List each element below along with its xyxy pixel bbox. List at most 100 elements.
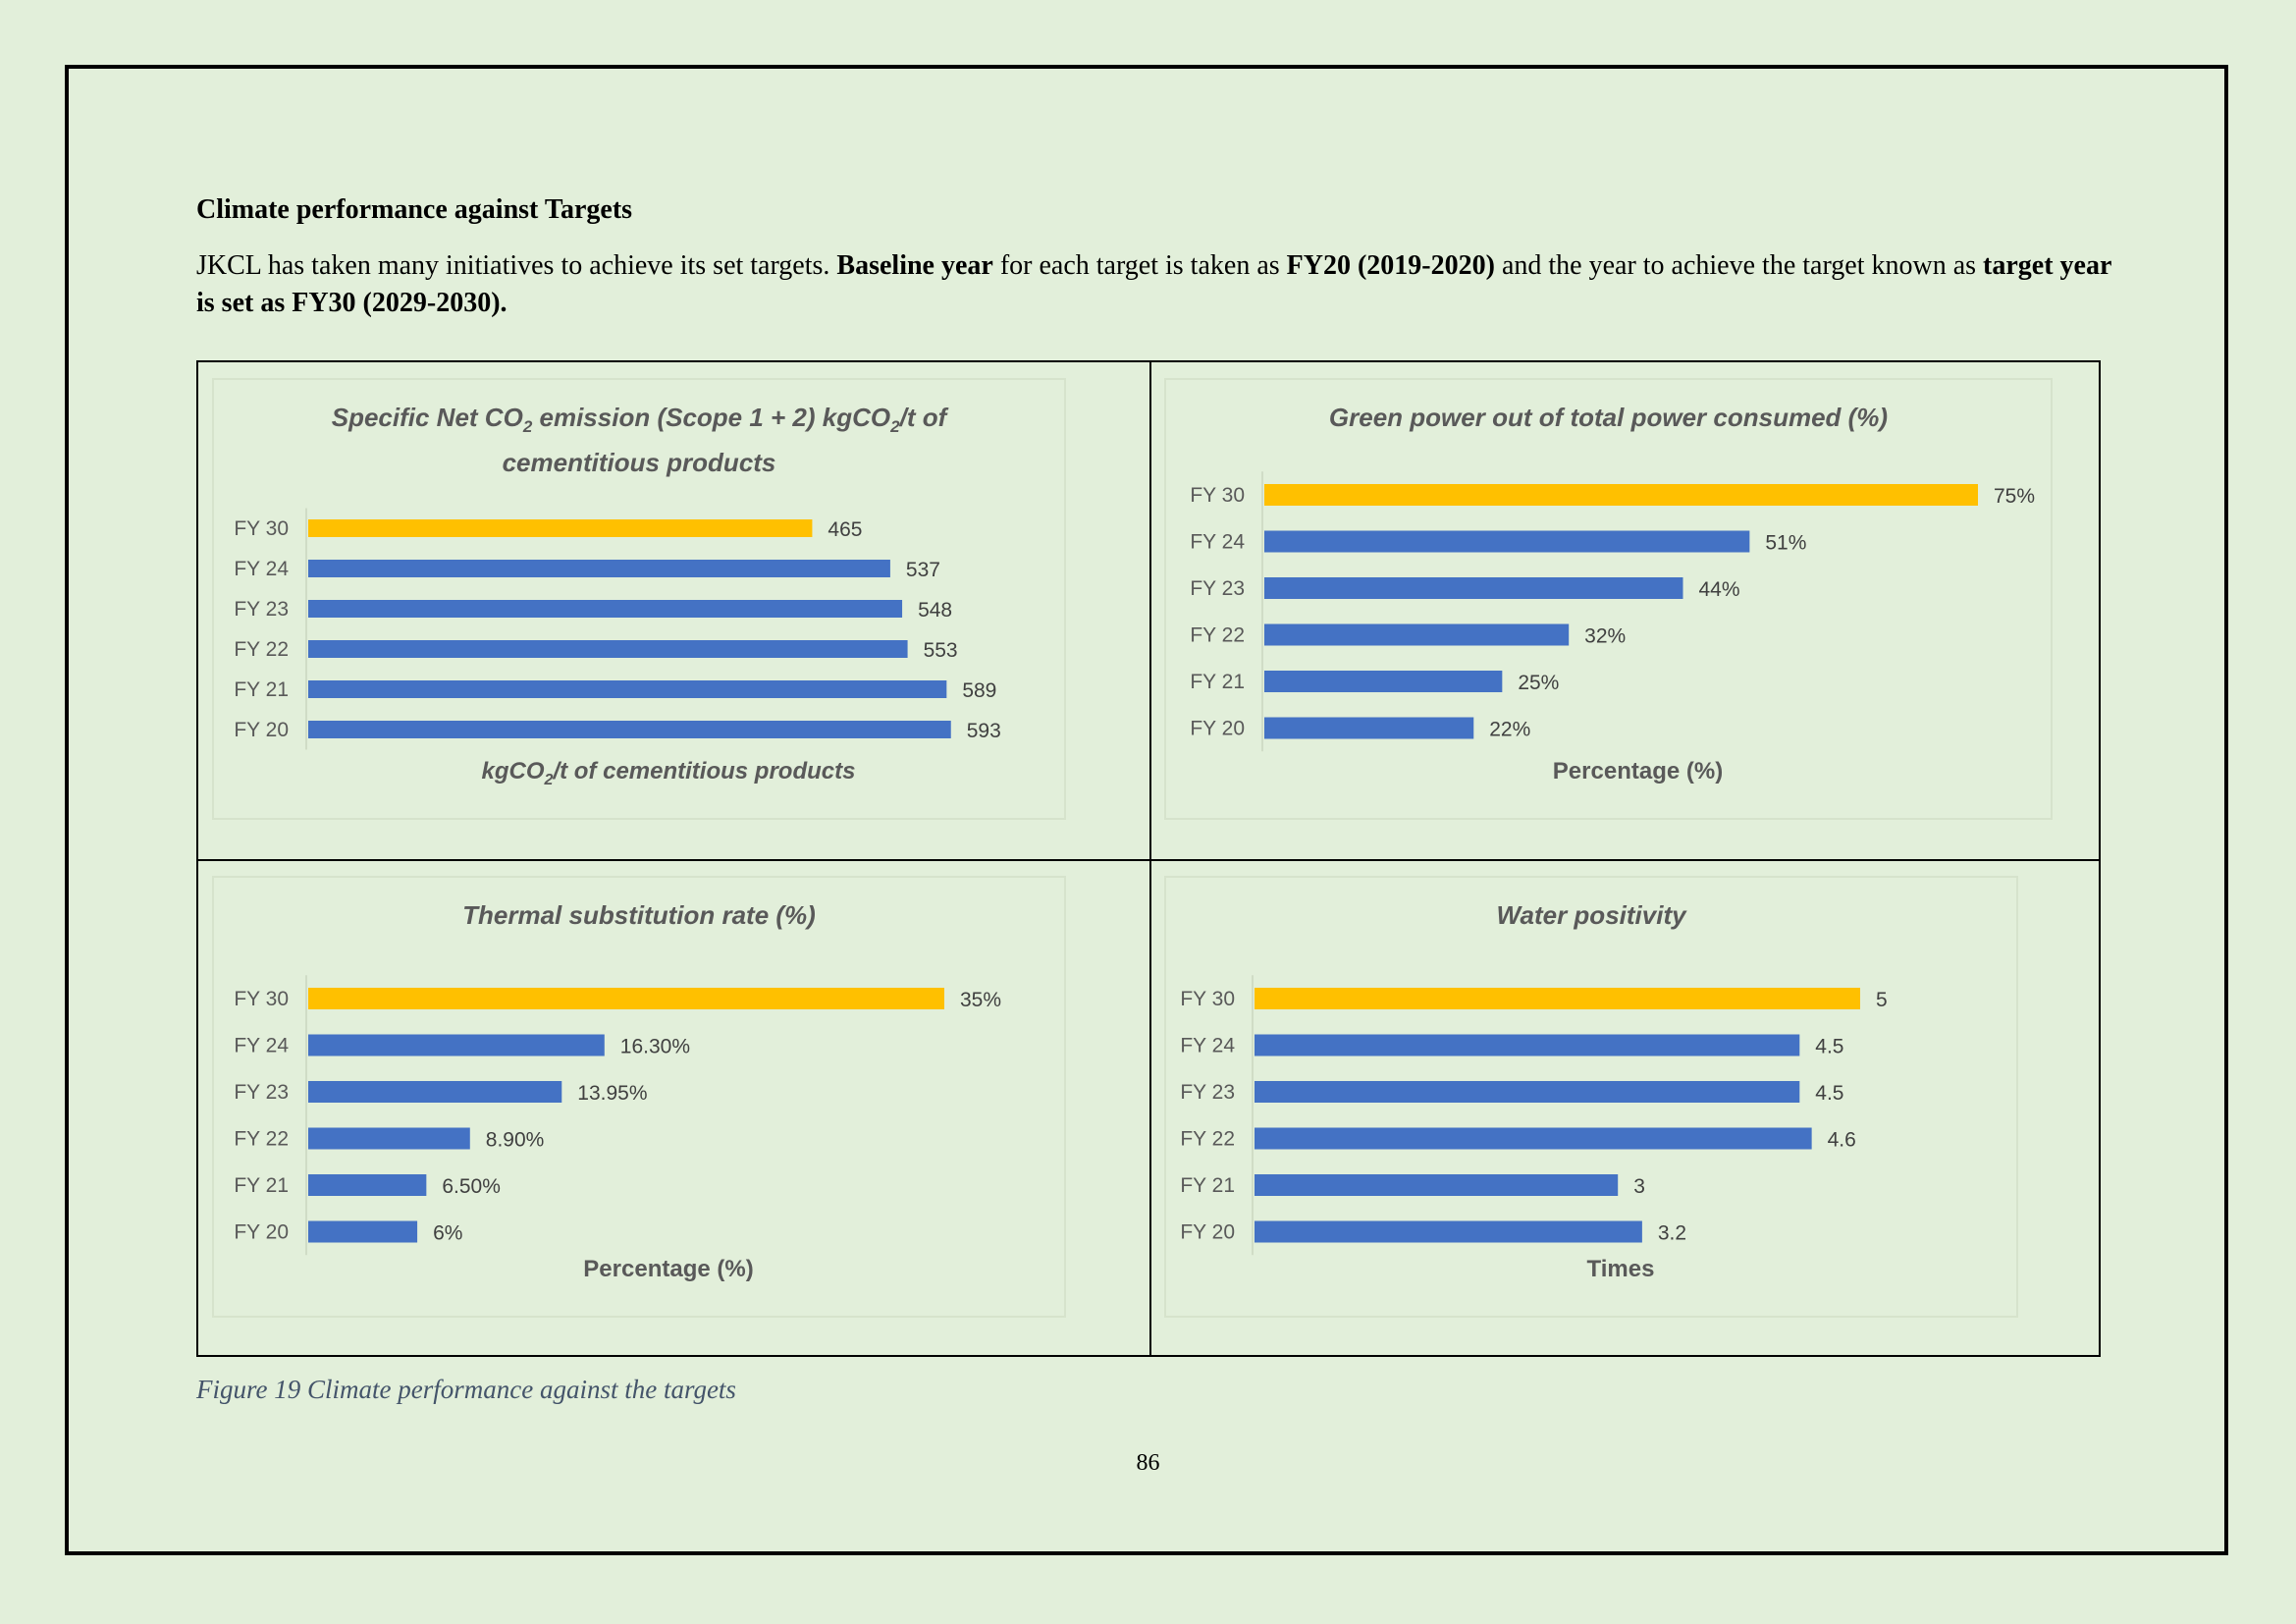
data-label: 6% <box>433 1222 462 1245</box>
chart-title: Water positivity <box>1496 900 1686 930</box>
y-tick-label: FY 20 <box>234 1221 289 1244</box>
chart-plot-area: FY 30 5 FY 24 4.5 FY 23 4.5 FY 22 4.6 FY 21 3 FY 2… <box>1180 975 1888 1256</box>
chart-water-positivity: Water positivity FY 30 5 FY 24 4.5 FY 23 4.5 F… <box>1164 876 2018 1318</box>
grid-divider-horizontal <box>198 859 2099 861</box>
y-tick-label: FY 30 <box>1180 988 1235 1010</box>
data-label: 35% <box>960 989 1001 1011</box>
chart-title-part: /t of <box>899 403 947 432</box>
chart-x-axis-label: Percentage (%) <box>583 1256 754 1282</box>
intro-paragraph: JKCL has taken many initiatives to achie… <box>196 247 2120 322</box>
bar-target <box>1255 988 1860 1009</box>
grid-divider-vertical <box>1149 362 1151 1355</box>
y-tick-label: FY 22 <box>234 638 289 661</box>
chart-plot-area: FY 30 75% FY 24 51% FY 23 44% FY 22 32% FY 21 25%… <box>1190 471 2035 752</box>
x-label-subscript: 2 <box>544 771 554 788</box>
data-label: 16.30% <box>620 1036 690 1058</box>
data-label: 589 <box>962 679 996 702</box>
chart-green-power: Green power out of total power consumed … <box>1164 378 2053 820</box>
y-tick-label: FY 24 <box>1180 1035 1235 1057</box>
chart-x-axis-label: Times <box>1586 1256 1655 1282</box>
data-label: 51% <box>1765 532 1806 555</box>
bar-target <box>308 988 944 1009</box>
data-label: 25% <box>1518 672 1559 694</box>
bar-actual <box>308 560 890 577</box>
y-tick-label: FY 20 <box>234 719 289 741</box>
y-tick-label: FY 30 <box>234 988 289 1010</box>
y-tick-label: FY 24 <box>234 1035 289 1057</box>
bar-actual <box>1255 1174 1619 1196</box>
y-tick-label: FY 24 <box>1190 531 1245 554</box>
bar-actual <box>308 680 947 698</box>
chart-co2-emission: Specific Net CO2 emission (Scope 1 + 2) … <box>212 378 1066 820</box>
intro-bold-baseline: Baseline year <box>836 250 993 281</box>
y-tick-label: FY 23 <box>1190 577 1245 600</box>
data-label: 44% <box>1699 578 1740 601</box>
bar-actual <box>308 1081 562 1103</box>
bar-actual <box>1264 717 1474 739</box>
bar-actual <box>1255 1081 1800 1103</box>
chart-title: Thermal substitution rate (%) <box>462 900 816 930</box>
y-tick-label: FY 23 <box>1180 1081 1235 1104</box>
data-label: 3 <box>1633 1175 1645 1198</box>
data-label: 32% <box>1584 625 1626 648</box>
bar-target <box>308 519 813 537</box>
data-label: 548 <box>918 599 952 622</box>
bar-actual <box>1255 1127 1812 1150</box>
bar-actual <box>308 1220 418 1243</box>
x-label-part: /t of cementitious products <box>553 758 856 785</box>
bar-actual <box>308 640 908 658</box>
data-label: 6.50% <box>442 1175 501 1198</box>
data-label: 8.90% <box>486 1129 545 1152</box>
bar-actual <box>1255 1220 1642 1243</box>
y-tick-label: FY 22 <box>1180 1128 1235 1151</box>
data-label: 13.95% <box>577 1082 647 1105</box>
y-tick-label: FY 21 <box>234 1174 289 1197</box>
data-label: 465 <box>828 518 862 541</box>
chart-title: Specific Net CO2 emission (Scope 1 + 2) … <box>214 400 1064 481</box>
chart-x-axis-label: Percentage (%) <box>1552 758 1724 785</box>
bar-actual <box>308 600 903 618</box>
data-label: 75% <box>1994 485 2035 508</box>
x-label-part: kgCO <box>481 758 545 785</box>
data-label: 553 <box>924 639 958 662</box>
bar-actual <box>1264 623 1570 646</box>
y-tick-label: FY 23 <box>234 1081 289 1104</box>
page-number: 86 <box>1136 1450 1160 1476</box>
chart-thermal-substitution: Thermal substitution rate (%) FY 30 35% FY… <box>212 876 1066 1318</box>
y-tick-label: FY 30 <box>234 517 289 540</box>
y-tick-label: FY 21 <box>1180 1174 1235 1197</box>
data-label: 5 <box>1876 989 1888 1011</box>
bar-target <box>1264 484 1978 506</box>
y-tick-label: FY 22 <box>234 1128 289 1151</box>
section-heading: Climate performance against Targets <box>196 194 633 225</box>
chart-plot-area: FY 30 35% FY 24 16.30% FY 23 13.95% FY 22 8.90%… <box>234 975 1001 1256</box>
y-tick-label: FY 21 <box>234 678 289 701</box>
data-label: 537 <box>906 559 940 581</box>
chart-title-part: cementitious products <box>502 448 776 478</box>
y-tick-label: FY 20 <box>1180 1221 1235 1244</box>
chart-title-subscript: 2 <box>522 417 533 437</box>
data-label: 4.5 <box>1815 1082 1843 1105</box>
bar-actual <box>1264 671 1503 692</box>
bar-actual <box>308 1174 427 1196</box>
intro-text-1: JKCL has taken many initiatives to achie… <box>196 250 837 281</box>
figure-caption: Figure 19 Climate performance against th… <box>196 1375 736 1404</box>
intro-text-3: and the year to achieve the target known… <box>1494 250 1984 281</box>
intro-bold-target-year: target year is set as FY30 (2029-2030). <box>196 250 2111 318</box>
y-tick-label: FY 22 <box>1190 624 1245 647</box>
y-tick-label: FY 23 <box>234 598 289 621</box>
chart-title-part: emission (Scope 1 + 2) kgCO <box>532 403 891 432</box>
intro-text-2: for each target is taken as <box>992 250 1287 281</box>
y-tick-label: FY 21 <box>1190 671 1245 693</box>
chart-plot-area: FY 30 465 FY 24 537 FY 23 548 FY 22 553 FY 21 589… <box>234 508 1001 750</box>
bar-actual <box>308 1034 605 1056</box>
data-label: 3.2 <box>1658 1222 1686 1245</box>
chart-grid-table: Specific Net CO2 emission (Scope 1 + 2) … <box>196 360 2101 1357</box>
y-tick-label: FY 20 <box>1190 718 1245 740</box>
bar-actual <box>308 721 951 738</box>
y-tick-label: FY 24 <box>234 558 289 580</box>
chart-title: Green power out of total power consumed … <box>1328 403 1889 432</box>
chart-x-axis-label: kgCO2/t of cementitious products <box>214 758 1064 789</box>
bar-actual <box>1255 1034 1800 1056</box>
chart-title-subscript: 2 <box>890 417 900 437</box>
